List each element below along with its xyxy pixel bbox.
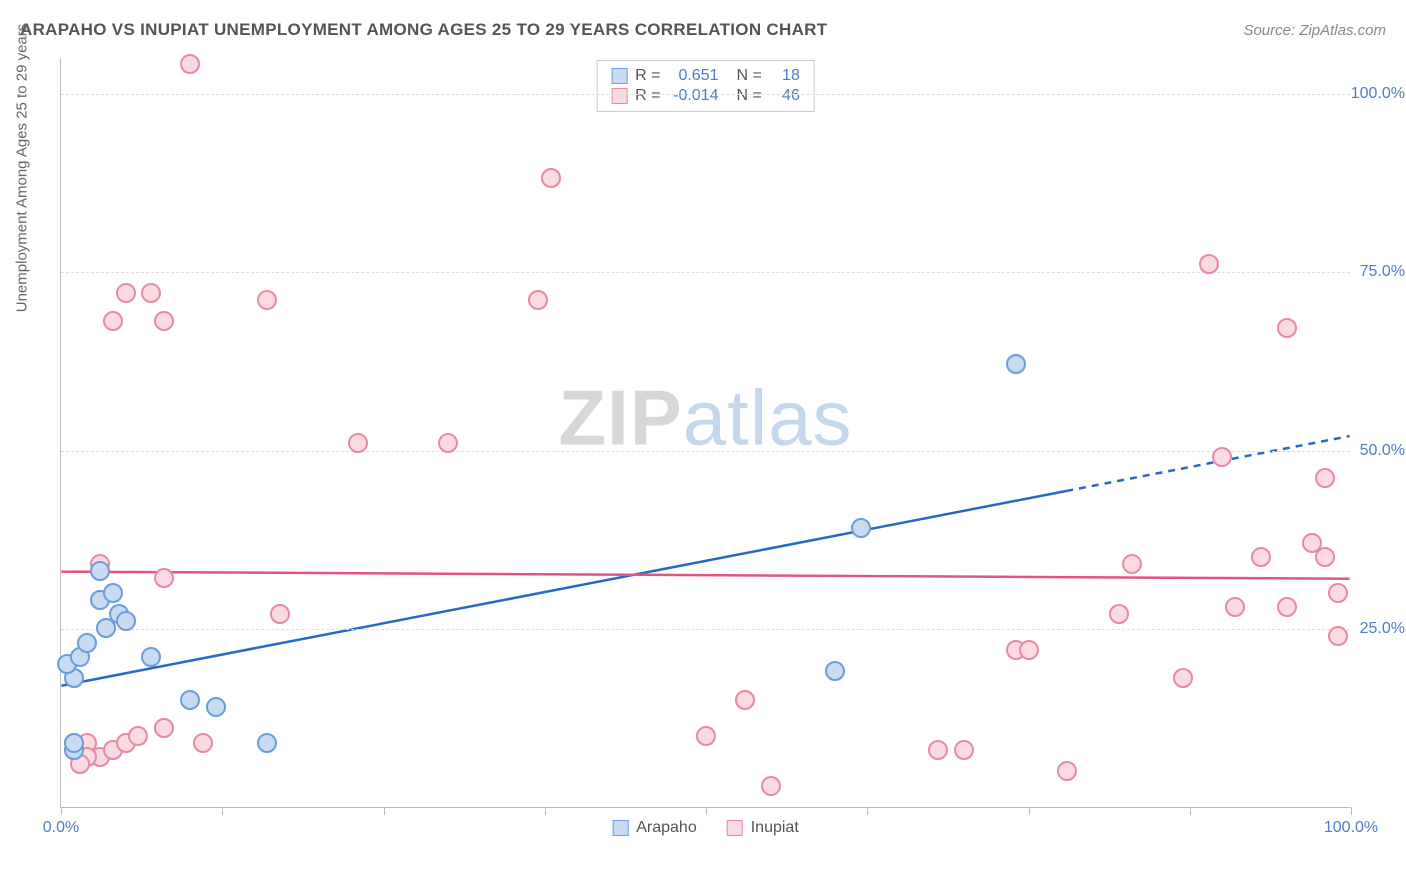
scatter-marker xyxy=(1057,761,1077,781)
trendline-solid xyxy=(61,572,1349,579)
x-tick xyxy=(706,807,707,815)
series-swatch xyxy=(611,68,627,84)
scatter-marker xyxy=(1315,547,1335,567)
scatter-marker xyxy=(116,611,136,631)
scatter-marker xyxy=(1277,597,1297,617)
legend: Arapaho Inupiat xyxy=(612,819,799,837)
source-attribution: Source: ZipAtlas.com xyxy=(1243,22,1386,39)
scatter-marker xyxy=(348,433,368,453)
y-tick-label: 100.0% xyxy=(1351,85,1405,103)
y-tick-label: 25.0% xyxy=(1360,620,1405,638)
scatter-marker xyxy=(438,433,458,453)
scatter-marker xyxy=(1122,554,1142,574)
scatter-marker xyxy=(761,776,781,796)
gridline-h xyxy=(61,629,1350,630)
trendline-dashed xyxy=(1066,436,1349,491)
n-label: N = xyxy=(737,87,762,105)
scatter-marker xyxy=(206,697,226,717)
n-value: 46 xyxy=(770,87,800,105)
scatter-marker xyxy=(141,647,161,667)
scatter-marker xyxy=(696,726,716,746)
scatter-marker xyxy=(1199,254,1219,274)
scatter-marker xyxy=(154,568,174,588)
scatter-marker xyxy=(180,690,200,710)
x-tick xyxy=(1029,807,1030,815)
scatter-marker xyxy=(1019,640,1039,660)
legend-swatch xyxy=(612,820,628,836)
r-label: R = xyxy=(635,67,660,85)
scatter-marker xyxy=(193,733,213,753)
scatter-marker xyxy=(128,726,148,746)
scatter-marker xyxy=(851,518,871,538)
gridline-h xyxy=(61,272,1350,273)
scatter-marker xyxy=(90,561,110,581)
scatter-marker xyxy=(77,633,97,653)
scatter-marker xyxy=(1006,354,1026,374)
legend-item: Inupiat xyxy=(727,819,799,837)
watermark: ZIPatlas xyxy=(558,372,852,463)
scatter-marker xyxy=(257,733,277,753)
stats-row: R = 0.651 N = 18 xyxy=(611,67,800,85)
legend-item: Arapaho xyxy=(612,819,697,837)
series-swatch xyxy=(611,88,627,104)
scatter-marker xyxy=(735,690,755,710)
x-tick xyxy=(1351,807,1352,815)
scatter-marker xyxy=(1251,547,1271,567)
scatter-marker xyxy=(528,290,548,310)
legend-label: Arapaho xyxy=(636,819,697,837)
scatter-marker xyxy=(954,740,974,760)
n-value: 18 xyxy=(770,67,800,85)
scatter-marker xyxy=(141,283,161,303)
scatter-marker xyxy=(1225,597,1245,617)
scatter-marker xyxy=(154,718,174,738)
scatter-marker xyxy=(928,740,948,760)
scatter-marker xyxy=(1109,604,1129,624)
scatter-marker xyxy=(1328,626,1348,646)
x-tick xyxy=(61,807,62,815)
gridline-h xyxy=(61,451,1350,452)
scatter-marker xyxy=(541,168,561,188)
stats-row: R = -0.014 N = 46 xyxy=(611,87,800,105)
scatter-marker xyxy=(1277,318,1297,338)
n-label: N = xyxy=(737,67,762,85)
scatter-marker xyxy=(154,311,174,331)
scatter-marker xyxy=(270,604,290,624)
r-value: -0.014 xyxy=(669,87,719,105)
trendline-solid xyxy=(61,491,1066,686)
y-tick-label: 50.0% xyxy=(1360,442,1405,460)
scatter-marker xyxy=(103,583,123,603)
gridline-h xyxy=(61,94,1350,95)
scatter-marker xyxy=(257,290,277,310)
x-tick-label: 100.0% xyxy=(1324,819,1378,837)
scatter-plot: ZIPatlas R =0.651N =18R =-0.014N =46 Ara… xyxy=(60,58,1350,808)
scatter-marker xyxy=(1212,447,1232,467)
chart-area: Unemployment Among Ages 25 to 29 years Z… xyxy=(50,58,1390,838)
scatter-marker xyxy=(180,54,200,74)
x-tick xyxy=(1190,807,1191,815)
x-tick-label: 0.0% xyxy=(43,819,79,837)
scatter-marker xyxy=(64,733,84,753)
chart-title: ARAPAHO VS INUPIAT UNEMPLOYMENT AMONG AG… xyxy=(20,20,827,40)
x-tick xyxy=(384,807,385,815)
y-axis-title: Unemployment Among Ages 25 to 29 years xyxy=(14,24,31,313)
scatter-marker xyxy=(103,311,123,331)
x-tick xyxy=(545,807,546,815)
scatter-marker xyxy=(116,283,136,303)
x-tick xyxy=(222,807,223,815)
scatter-marker xyxy=(1315,468,1335,488)
r-value: 0.651 xyxy=(669,67,719,85)
y-tick-label: 75.0% xyxy=(1360,263,1405,281)
r-label: R = xyxy=(635,87,660,105)
x-tick xyxy=(867,807,868,815)
scatter-marker xyxy=(1328,583,1348,603)
scatter-marker xyxy=(825,661,845,681)
scatter-marker xyxy=(1173,668,1193,688)
legend-label: Inupiat xyxy=(751,819,799,837)
correlation-stats-box: R = 0.651 N = 18 R = -0.014 N = 46 xyxy=(596,60,815,112)
legend-swatch xyxy=(727,820,743,836)
trendlines-layer xyxy=(61,58,1350,807)
